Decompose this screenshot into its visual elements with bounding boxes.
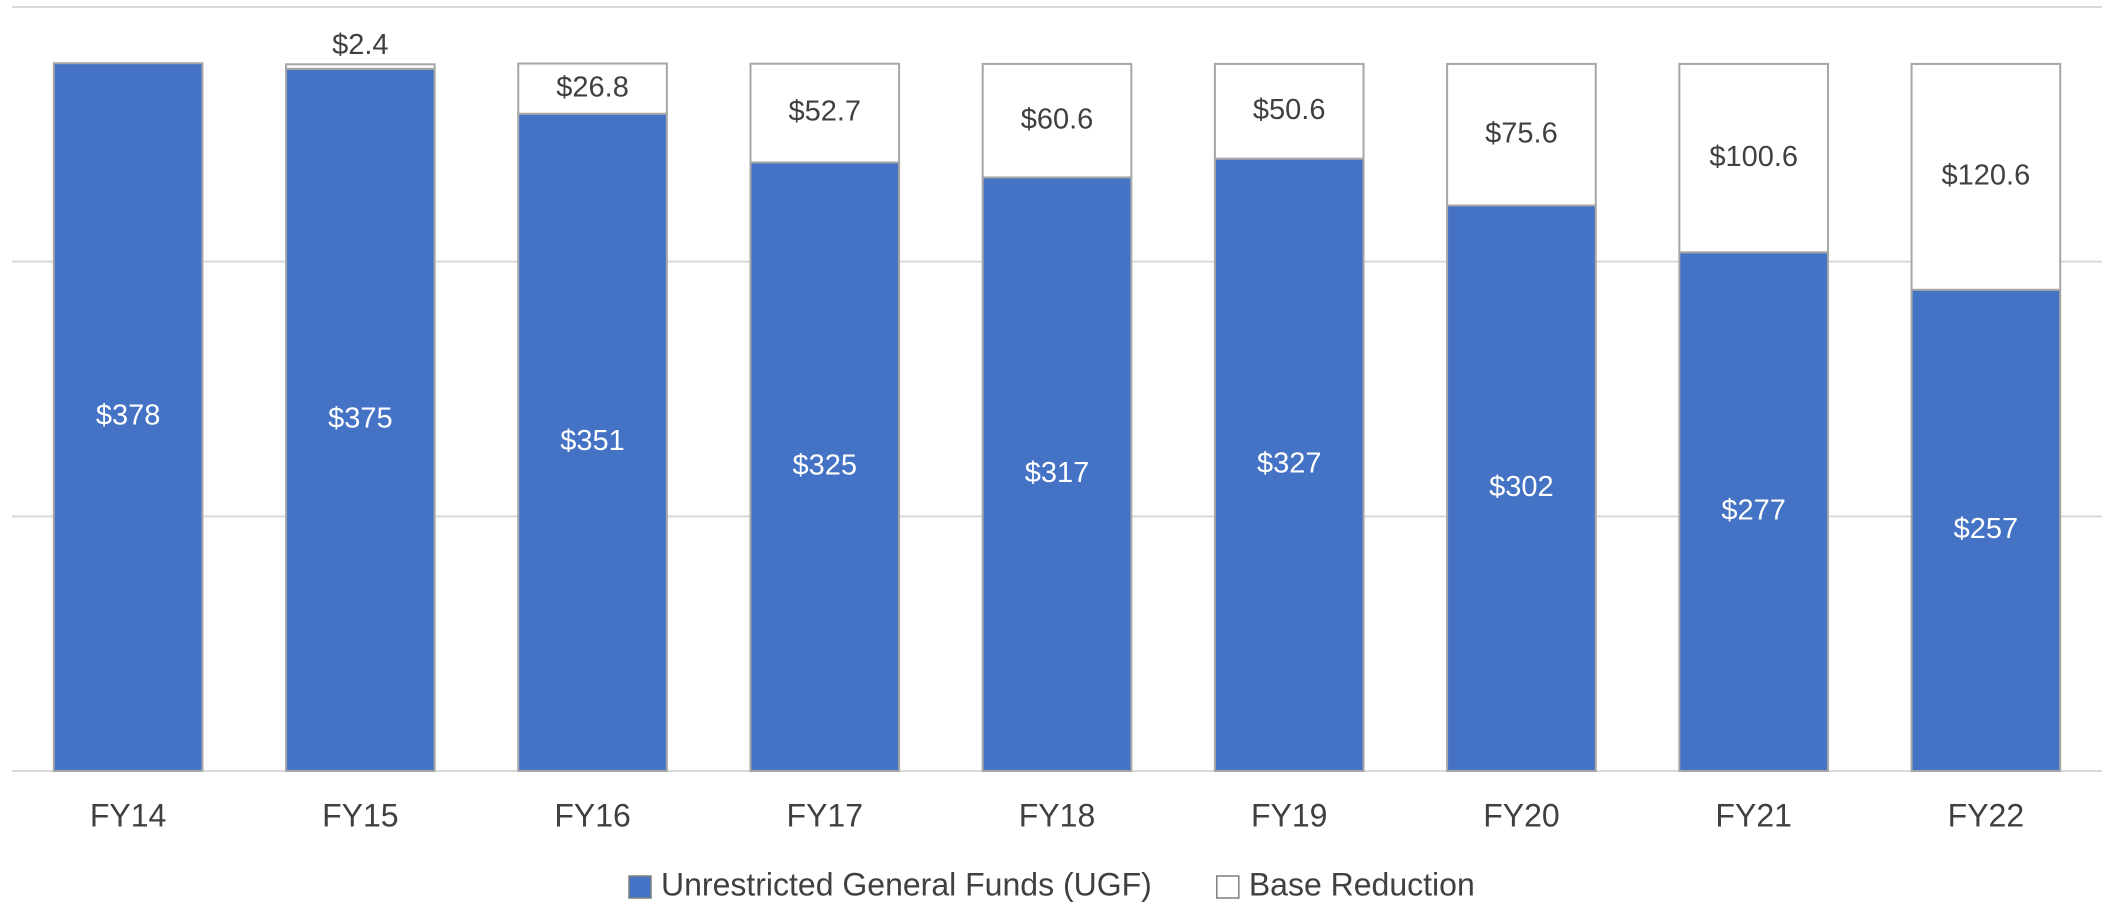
data-label: $317 [1025,457,1090,489]
bar-segment [1213,62,1365,160]
bar-segment [52,62,204,773]
x-tick-label: FY14 [90,797,166,833]
data-label: $378 [96,400,161,432]
bar-segment [1678,62,1829,254]
data-label: $100.6 [1709,141,1798,173]
x-tick-label: FY18 [1019,797,1095,833]
legend-label: Base Reduction [1249,866,1475,902]
bar-segment [517,112,668,772]
bar-segment [1213,157,1365,773]
bar-segment [285,63,436,70]
data-label: $50.6 [1253,94,1326,126]
x-tick-label: FY16 [554,797,630,833]
data-label: $2.4 [332,29,388,61]
data-label: $302 [1489,471,1554,503]
bar-segment [1910,62,2062,291]
data-label: $120.6 [1942,159,2031,191]
x-tick-label: FY17 [787,797,863,833]
x-tick-label: FY19 [1251,797,1327,833]
data-label: $375 [328,403,393,435]
bar-segment [1446,62,1597,207]
bar-segment [981,62,1133,179]
bar-segment [285,67,436,772]
data-label: $60.6 [1021,103,1094,135]
legend-swatch [1216,875,1240,899]
bar-segment [1910,288,2062,772]
legend-label: Unrestricted General Funds (UGF) [661,866,1152,902]
x-tick-label: FY22 [1948,797,2024,833]
legend-swatch [628,875,652,899]
data-label: $327 [1257,447,1322,479]
bar-segment [1678,251,1829,773]
data-label: $52.7 [788,96,861,128]
bar-segment [981,176,1133,772]
bar-segment [517,62,668,115]
data-label: $26.8 [556,71,629,103]
data-label: $351 [560,425,625,457]
data-label: $257 [1954,513,2019,545]
x-tick-label: FY20 [1483,797,1559,833]
data-label: $277 [1721,494,1786,526]
x-tick-label: FY21 [1715,797,1791,833]
x-tick-label: FY15 [322,797,398,833]
data-label: $75.6 [1485,117,1558,149]
data-label: $325 [793,449,858,481]
bar-segment [1446,204,1597,773]
bar-segment [749,62,901,164]
bar-segment [749,161,901,772]
